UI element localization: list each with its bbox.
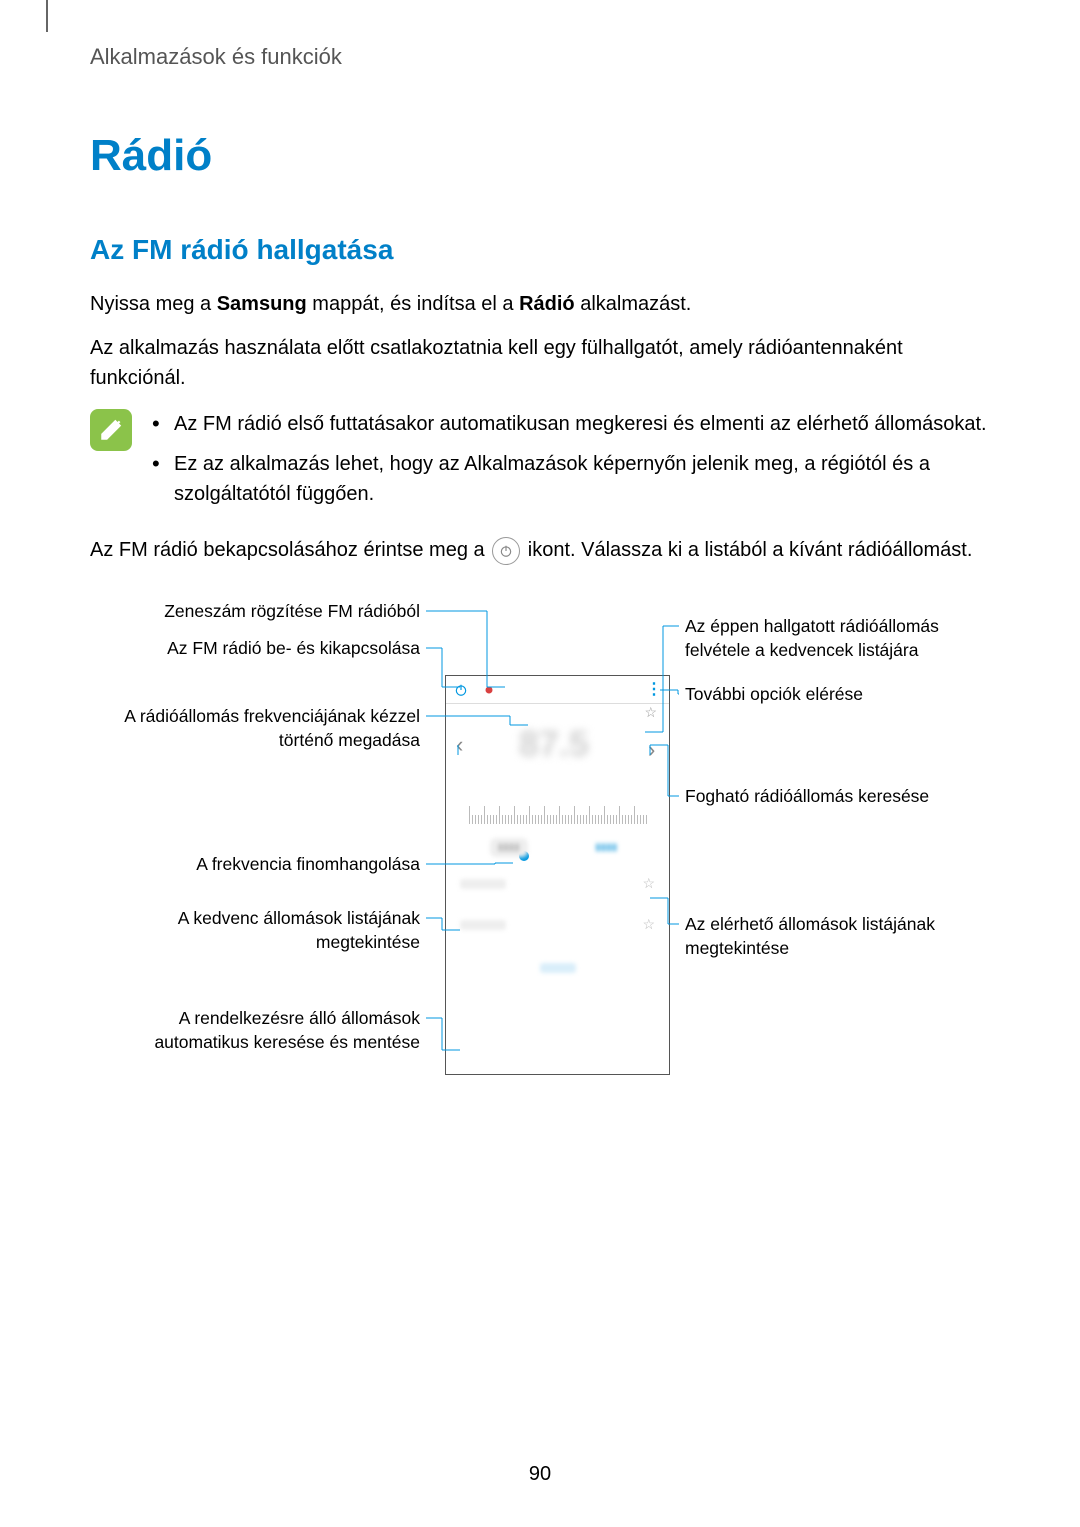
text: mappát, és indítsa el a [307, 293, 519, 315]
text: Az FM rádió bekapcsolásához érintse meg … [90, 539, 490, 561]
paragraph-antenna: Az alkalmazás használata előtt csatlakoz… [90, 333, 990, 393]
station-row: ☆ [446, 904, 669, 945]
callout-label: A rádióállomás frekvenciájának kézzel tö… [120, 705, 420, 752]
chevron-left-icon: ‹ [456, 728, 463, 761]
frequency-row: ‹ 87.5 ☆ › [446, 704, 669, 784]
bold-text: Samsung [217, 293, 307, 315]
tune-buttons: ▮▮▮▮ ▮▮▮▮ [446, 832, 669, 863]
radio-ui-diagram: ⋮ ‹ 87.5 ☆ › ▮▮▮▮ ▮▮▮▮ ☆ [90, 595, 990, 1115]
more-icon: ⋮ [647, 683, 661, 697]
frequency-display: 87.5 [463, 726, 644, 762]
section-title: Az FM rádió hallgatása [90, 229, 990, 271]
station-row: ☆ [446, 863, 669, 904]
callout-label: A frekvencia finomhangolása [120, 853, 420, 877]
callout-label: Az éppen hallgatott rádióállomás felvéte… [685, 615, 975, 662]
paragraph-open-app: Nyissa meg a Samsung mappát, és indítsa … [90, 289, 990, 319]
note-bullets: Az FM rádió első futtatásakor automatiku… [152, 409, 990, 519]
phone-toolbar: ⋮ [446, 676, 669, 704]
power-icon [492, 537, 520, 565]
star-icon: ☆ [644, 702, 657, 723]
record-icon [482, 683, 496, 697]
text: alkalmazást. [575, 293, 692, 315]
callout-label: További opciók elérése [685, 683, 975, 707]
text: Nyissa meg a [90, 293, 217, 315]
dial-scale [446, 784, 669, 824]
bullet-item: Az FM rádió első futtatásakor automatiku… [152, 409, 990, 439]
callout-label: A rendelkezésre álló állomások automatik… [120, 1007, 420, 1054]
blur-text [460, 920, 506, 930]
chevron-right-icon: › [648, 733, 655, 766]
blur-pill: ▮▮▮▮ [587, 838, 625, 857]
blur-pill: ▮▮▮▮ [490, 838, 528, 857]
blur-text [460, 879, 506, 889]
bullet-item: Ez az alkalmazás lehet, hogy az Alkalmaz… [152, 449, 990, 509]
text: ikont. Válassza ki a listából a kívánt r… [522, 539, 972, 561]
page-number: 90 [0, 1459, 1080, 1489]
page-edge-mark [46, 0, 48, 32]
callout-label: A kedvenc állomások listájának megtekint… [120, 907, 420, 954]
power-icon [454, 683, 468, 697]
callout-label: Zeneszám rögzítése FM rádióból [120, 600, 420, 624]
note-block: Az FM rádió első futtatásakor automatiku… [90, 409, 990, 519]
callout-label: Az FM rádió be- és kikapcsolása [120, 637, 420, 661]
phone-mock: ⋮ ‹ 87.5 ☆ › ▮▮▮▮ ▮▮▮▮ ☆ [445, 675, 670, 1075]
note-icon [90, 409, 132, 451]
page-title: Rádió [90, 123, 990, 189]
blur-text [540, 963, 576, 973]
paragraph-power: Az FM rádió bekapcsolásához érintse meg … [90, 535, 990, 565]
star-icon: ☆ [642, 873, 655, 894]
callout-label: Fogható rádióállomás keresése [685, 785, 975, 809]
star-icon: ☆ [642, 914, 655, 935]
callout-label: Az elérhető állomások listájának megteki… [685, 913, 975, 960]
breadcrumb: Alkalmazások és funkciók [90, 40, 990, 73]
bold-text: Rádió [519, 293, 575, 315]
